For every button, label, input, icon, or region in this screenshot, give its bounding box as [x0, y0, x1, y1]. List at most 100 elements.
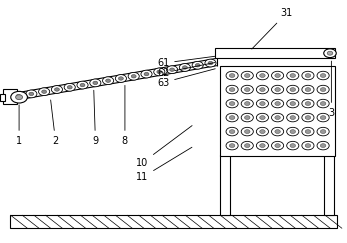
Circle shape [290, 102, 296, 105]
Circle shape [256, 141, 269, 150]
Text: 8: 8 [122, 85, 128, 146]
Circle shape [205, 59, 216, 67]
Text: 3: 3 [328, 61, 335, 118]
Circle shape [241, 127, 253, 136]
Circle shape [320, 116, 326, 120]
Circle shape [241, 71, 253, 80]
Circle shape [118, 77, 123, 80]
Circle shape [256, 85, 269, 94]
Circle shape [241, 113, 253, 122]
Circle shape [226, 113, 238, 122]
Circle shape [287, 71, 299, 80]
Circle shape [287, 99, 299, 108]
Circle shape [229, 130, 235, 133]
Text: 63: 63 [157, 69, 215, 88]
Bar [215, 48, 335, 58]
Bar [220, 155, 230, 215]
Text: 1: 1 [16, 105, 22, 146]
Circle shape [260, 130, 265, 133]
Circle shape [275, 88, 280, 91]
Circle shape [317, 127, 329, 136]
Circle shape [13, 92, 24, 100]
Circle shape [302, 113, 314, 122]
Circle shape [179, 64, 191, 71]
Circle shape [275, 102, 280, 105]
Circle shape [317, 71, 329, 80]
Circle shape [275, 74, 280, 78]
Circle shape [287, 127, 299, 136]
Circle shape [245, 88, 250, 91]
Circle shape [290, 74, 296, 78]
Circle shape [317, 141, 329, 150]
Circle shape [287, 113, 299, 122]
Circle shape [144, 72, 149, 76]
Circle shape [256, 113, 269, 122]
Circle shape [128, 72, 139, 80]
Circle shape [226, 141, 238, 150]
Text: 10: 10 [136, 126, 192, 168]
Circle shape [320, 102, 326, 105]
Circle shape [305, 130, 311, 133]
Circle shape [93, 81, 98, 85]
Circle shape [42, 90, 46, 93]
Circle shape [317, 113, 329, 122]
Circle shape [226, 85, 238, 94]
Circle shape [16, 94, 21, 98]
Circle shape [302, 71, 314, 80]
Circle shape [106, 79, 111, 82]
Circle shape [272, 99, 283, 108]
Circle shape [256, 71, 269, 80]
Circle shape [302, 85, 314, 94]
Text: 62: 62 [157, 62, 215, 78]
Circle shape [327, 51, 333, 55]
Circle shape [241, 85, 253, 94]
Circle shape [245, 102, 250, 105]
Circle shape [275, 130, 280, 133]
Circle shape [192, 61, 203, 69]
Circle shape [256, 127, 269, 136]
Circle shape [67, 86, 72, 89]
Circle shape [302, 127, 314, 136]
Circle shape [170, 68, 175, 71]
Circle shape [305, 74, 311, 78]
Circle shape [167, 66, 178, 74]
Circle shape [229, 144, 235, 148]
Circle shape [305, 88, 311, 91]
Circle shape [272, 141, 283, 150]
Circle shape [245, 74, 250, 78]
Circle shape [272, 85, 283, 94]
Circle shape [51, 86, 62, 93]
Circle shape [245, 144, 250, 148]
Circle shape [260, 102, 265, 105]
Circle shape [260, 74, 265, 78]
Circle shape [287, 85, 299, 94]
Circle shape [317, 85, 329, 94]
Circle shape [317, 99, 329, 108]
Circle shape [54, 88, 59, 91]
Circle shape [260, 116, 265, 120]
Circle shape [80, 83, 85, 87]
Circle shape [324, 49, 336, 58]
Bar [324, 155, 334, 215]
Circle shape [29, 92, 34, 95]
Circle shape [16, 95, 23, 100]
Circle shape [141, 70, 152, 78]
Circle shape [229, 74, 235, 78]
Circle shape [290, 144, 296, 148]
Text: 11: 11 [136, 147, 192, 182]
Circle shape [290, 116, 296, 120]
Circle shape [11, 91, 27, 103]
Circle shape [305, 102, 311, 105]
Text: 31: 31 [252, 8, 293, 49]
Circle shape [103, 77, 114, 85]
Circle shape [320, 74, 326, 78]
Circle shape [320, 144, 326, 148]
Circle shape [320, 130, 326, 133]
Circle shape [115, 75, 126, 82]
Circle shape [305, 116, 311, 120]
Bar [10, 215, 337, 228]
Circle shape [320, 88, 326, 91]
Circle shape [260, 144, 265, 148]
Circle shape [208, 61, 213, 65]
Circle shape [302, 99, 314, 108]
